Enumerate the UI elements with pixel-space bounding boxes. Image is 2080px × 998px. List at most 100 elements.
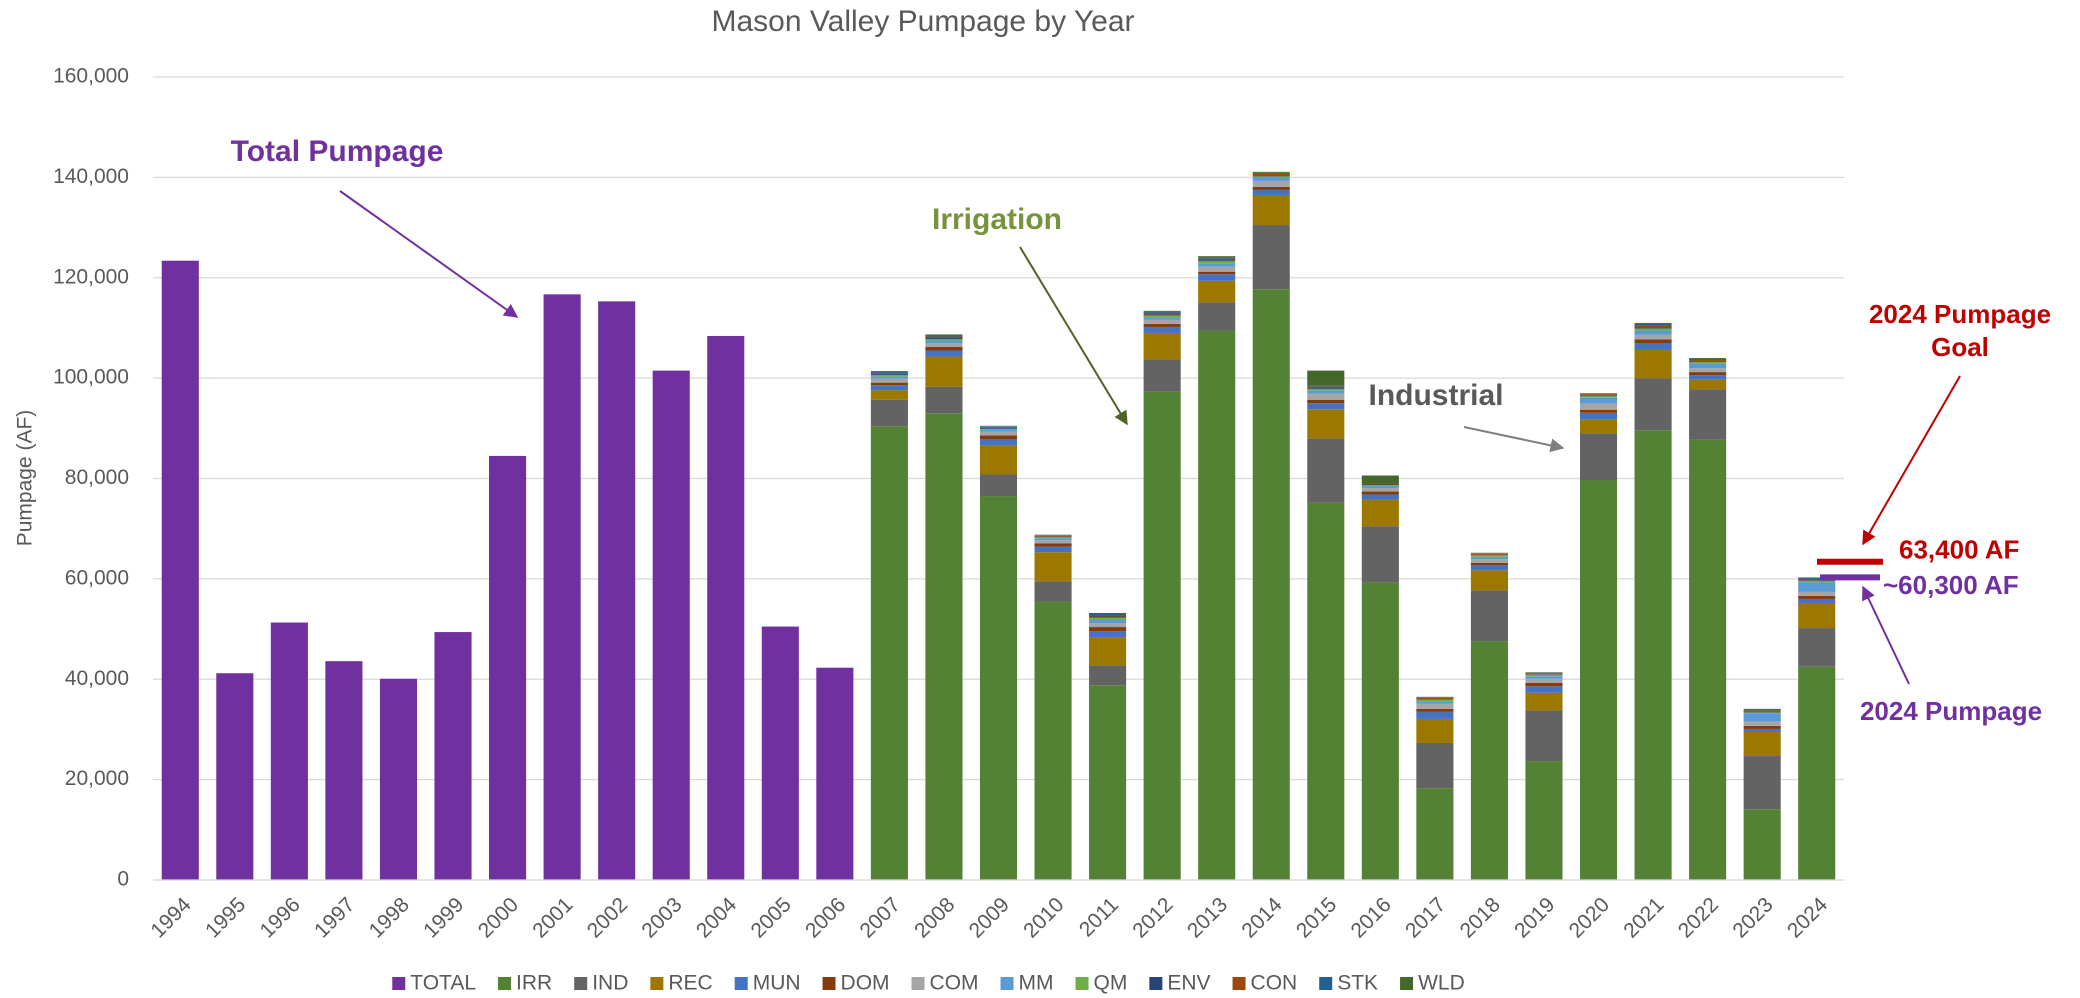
bar-segment [1307,386,1345,389]
x-tick-label: 2013 [1183,893,1232,942]
bar-segment [1579,480,1618,880]
bar-segment [1634,350,1672,379]
annotation-arrow [1463,426,1565,453]
bar-segment [1579,403,1618,410]
bar-segment [1089,665,1127,686]
bar-segment [1307,389,1345,391]
bar-segment [870,373,908,375]
bar-segment [1416,742,1454,789]
bar-segment [979,429,1018,432]
bar-segment [1525,676,1563,679]
bar-segment [1252,175,1290,177]
bar-segment [1470,641,1508,880]
y-axis-label: Pumpage (AF) [14,410,37,547]
bar-segment [652,370,690,880]
bar-segment [1143,319,1181,324]
legend-swatch [574,977,588,990]
bar-segment [925,350,963,357]
bar-segment [1198,302,1236,331]
bar-segment [1634,330,1672,335]
bar-segment [1416,697,1454,700]
bar-segment [1252,225,1290,290]
bar-segment [1361,491,1399,495]
bar-segment [1252,177,1290,181]
bar-segment [1361,526,1399,583]
bar-segment [1252,173,1290,176]
x-tick-label: 1996 [256,893,305,942]
legend-swatch [1000,977,1014,990]
y-tick-label: 160,000 [53,65,129,88]
bar-segment [979,426,1018,428]
y-tick-label: 140,000 [53,165,129,188]
bar-segment [1034,540,1072,544]
legend-label: QM [1094,972,1128,995]
x-tick-label: 2010 [1019,893,1068,942]
bar-segment [1198,263,1236,267]
legend-swatch [822,977,836,990]
bar-segment [1579,395,1618,397]
bar-segment [1579,396,1618,398]
legend-label: COM [930,972,979,995]
legend-label: STK [1337,972,1378,995]
annotation-arrow [339,190,519,318]
reference-label: ~60,300 AF [1883,570,2019,600]
bar-segment [1034,552,1072,582]
bar-segment [925,336,963,338]
y-tick-label: 40,000 [65,667,129,690]
bar-segment [1525,673,1563,675]
x-tick-label: 2022 [1674,893,1723,942]
bar-segment [1252,289,1290,881]
bar-segment [1470,555,1508,557]
bar-segment [1525,672,1563,673]
x-tick-label: 2003 [637,893,686,942]
bar-segment [1798,666,1836,880]
x-tick-label: 2009 [965,893,1014,942]
x-tick-label: 2000 [474,893,523,942]
bar-segment [925,386,963,414]
bar-segment [1361,483,1399,484]
bar-segment [979,445,1018,475]
bar-segment [1798,602,1836,629]
bar-segment [1525,674,1563,677]
bar-segment [707,335,745,880]
bar-segment [1689,358,1727,360]
bar-segment [979,474,1018,497]
x-tick-label: 2007 [856,893,905,942]
bar-segment [1470,565,1508,571]
bar-segment [1252,171,1290,173]
x-tick-label: 2015 [1292,893,1341,942]
bar-segment [1307,393,1345,400]
bar-segment [1634,339,1672,343]
bar-segment [925,334,963,336]
bar-segment [870,382,908,386]
bar-segment [1743,728,1781,732]
bar-segment [1798,577,1836,578]
bar-segment [379,678,418,880]
x-tick-label: 1997 [310,893,359,942]
reference-label: 63,400 AF [1899,535,2019,565]
x-tick-label: 2006 [801,893,850,942]
bar-segment [870,372,908,374]
bar-segment [1470,552,1508,554]
bar-segment [1307,388,1345,390]
bar-segment [1470,570,1508,591]
annotation: Total Pumpage [231,135,444,168]
bar-segment [1579,393,1618,394]
legend-swatch [1149,977,1163,990]
legend-label: CON [1251,972,1298,995]
annotation: Irrigation [932,203,1062,236]
bar-segment [1143,314,1181,316]
bar-segment [1743,756,1781,810]
bar-segment [1743,721,1781,726]
bar-segment [1198,271,1236,275]
bar-segment [1307,438,1345,503]
bar-segment [1307,385,1345,387]
legend-swatch [1232,977,1246,990]
x-tick-label: 2024 [1783,893,1833,943]
bar-segment [1634,327,1672,329]
bar-segment [1798,591,1836,596]
bar-segment [1470,556,1508,560]
bar-segment [1689,375,1727,380]
bar-segment [1034,536,1072,538]
bar-segment [1089,614,1127,616]
